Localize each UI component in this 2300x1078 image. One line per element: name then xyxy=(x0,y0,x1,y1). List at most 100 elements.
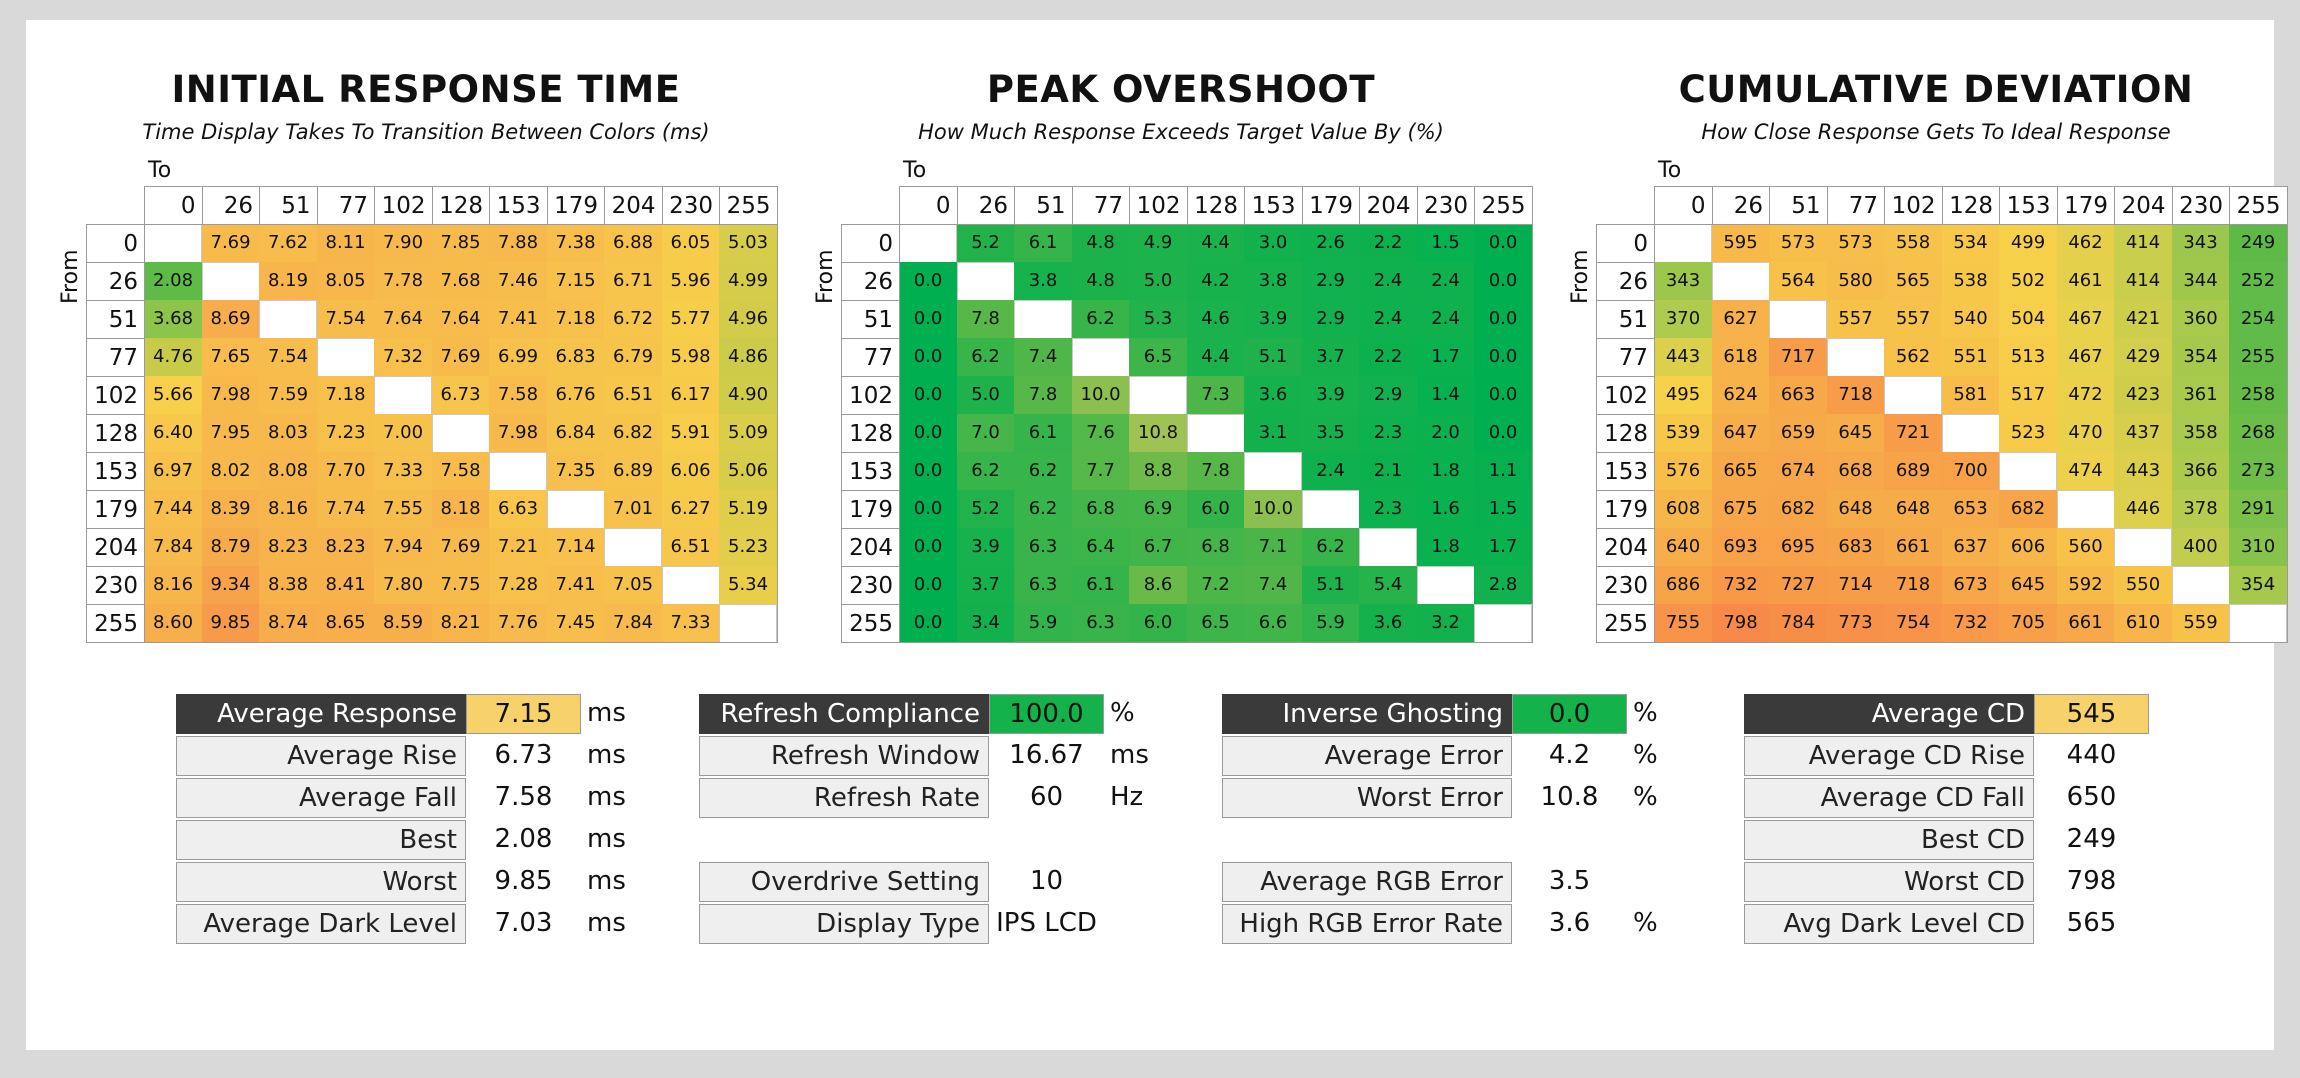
heatmap-cell: 4.2 xyxy=(1186,262,1245,301)
cd-stats-value: 798 xyxy=(2066,866,2117,896)
heatmap-cell: 495 xyxy=(1654,376,1713,415)
heatmap-cell: 344 xyxy=(2171,262,2230,301)
heatmap-cell: 474 xyxy=(2056,452,2115,491)
diagonal-cell xyxy=(604,528,663,567)
heatmap-cell: 6.7 xyxy=(1129,528,1188,567)
heatmap-cell: 421 xyxy=(2114,300,2173,339)
heatmap-cell: 3.2 xyxy=(1416,604,1475,643)
heatmap-cell: 0.0 xyxy=(1474,300,1533,339)
response-stats-value: 7.03 xyxy=(494,908,553,938)
heatmap-cell: 258 xyxy=(2229,376,2288,415)
heatmap-cell: 2.4 xyxy=(1359,300,1418,339)
response-stats-unit: ms xyxy=(587,908,626,938)
diagonal-cell xyxy=(899,224,958,263)
heatmap-cell: 5.9 xyxy=(1014,604,1073,643)
heatmap-cell: 513 xyxy=(1999,338,2058,377)
heatmap-cell: 10.8 xyxy=(1129,414,1188,453)
heatmap-cell: 6.4 xyxy=(1071,528,1130,567)
heatmap-cell: 5.91 xyxy=(661,414,720,453)
heatmap-cell: 2.8 xyxy=(1474,566,1533,605)
heatmap-cell: 7.00 xyxy=(374,414,433,453)
heatmap-cell: 9.85 xyxy=(201,604,260,643)
axis-label-to: To xyxy=(1658,158,1682,183)
row-header: 255 xyxy=(1596,604,1655,643)
panel-subtitle: How Close Response Gets To Ideal Respons… xyxy=(1701,120,2171,144)
heatmap-cell: 592 xyxy=(2056,566,2115,605)
heatmap-cell: 6.73 xyxy=(431,376,490,415)
heatmap-cell: 423 xyxy=(2114,376,2173,415)
heatmap-cell: 674 xyxy=(1769,452,1828,491)
heatmap-cell: 7.69 xyxy=(431,338,490,377)
heatmap-cell: 6.71 xyxy=(604,262,663,301)
diagonal-cell xyxy=(2114,528,2173,567)
heatmap-cell: 360 xyxy=(2171,300,2230,339)
heatmap-cell: 2.4 xyxy=(1416,300,1475,339)
heatmap-cell: 5.23 xyxy=(719,528,778,567)
row-header: 102 xyxy=(1596,376,1655,415)
heatmap-cell: 3.6 xyxy=(1244,376,1303,415)
heatmap-cell: 0.0 xyxy=(899,566,958,605)
heatmap-cell: 8.23 xyxy=(316,528,375,567)
heatmap-cell: 7.41 xyxy=(489,300,548,339)
cd-stats-value: 440 xyxy=(2066,740,2117,770)
diagonal-cell xyxy=(1071,338,1130,377)
heatmap-cell: 1.7 xyxy=(1416,338,1475,377)
heatmap-cell: 700 xyxy=(1941,452,2000,491)
heatmap-cell: 7.05 xyxy=(604,566,663,605)
axis-label-from: From xyxy=(1568,249,1593,304)
heatmap-cell: 354 xyxy=(2229,566,2288,605)
diagonal-cell xyxy=(1416,566,1475,605)
heatmap-cell: 606 xyxy=(1999,528,2058,567)
heatmap-cell: 534 xyxy=(1941,224,2000,263)
cd-stats-value: 650 xyxy=(2066,782,2117,812)
row-header: 0 xyxy=(1596,224,1655,263)
axis-label-to: To xyxy=(903,158,927,183)
heatmap-cell: 7.90 xyxy=(374,224,433,263)
heatmap-cell: 695 xyxy=(1769,528,1828,567)
heatmap-cell: 732 xyxy=(1711,566,1770,605)
refresh-stats-value: IPS LCD xyxy=(996,908,1097,938)
column-header: 128 xyxy=(1186,186,1245,225)
refresh-stats-value: 100.0 xyxy=(989,694,1104,734)
heatmap-cell: 6.1 xyxy=(1014,414,1073,453)
overshoot-stats-unit: % xyxy=(1633,782,1658,812)
column-header: 230 xyxy=(1416,186,1475,225)
heatmap-cell: 0.0 xyxy=(1474,224,1533,263)
heatmap-cell: 6.89 xyxy=(604,452,663,491)
diagonal-cell xyxy=(2229,604,2288,643)
panel-title: INITIAL RESPONSE TIME xyxy=(171,68,681,111)
heatmap-cell: 558 xyxy=(1884,224,1943,263)
overshoot-stats-value: 10.8 xyxy=(1540,782,1599,812)
row-header: 0 xyxy=(86,224,145,263)
heatmap-cell: 6.2 xyxy=(1301,528,1360,567)
heatmap-cell: 5.1 xyxy=(1301,566,1360,605)
heatmap-cell: 624 xyxy=(1711,376,1770,415)
heatmap-cell: 7.80 xyxy=(374,566,433,605)
column-header: 153 xyxy=(1999,186,2058,225)
diagonal-cell xyxy=(719,604,778,643)
overshoot-stats-label: Average RGB Error xyxy=(1222,862,1512,902)
overshoot-stats-unit: % xyxy=(1633,740,1658,770)
heatmap-cell: 443 xyxy=(2114,452,2173,491)
diagonal-cell xyxy=(489,452,548,491)
heatmap-cell: 1.7 xyxy=(1474,528,1533,567)
heatmap-cell: 343 xyxy=(1654,262,1713,301)
heatmap-cell: 249 xyxy=(2229,224,2288,263)
heatmap-cell: 7.8 xyxy=(1014,376,1073,415)
heatmap-cell: 7.6 xyxy=(1071,414,1130,453)
heatmap-cell: 540 xyxy=(1941,300,2000,339)
heatmap-cell: 2.0 xyxy=(1416,414,1475,453)
heatmap-cell: 6.51 xyxy=(661,528,720,567)
heatmap-cell: 7.62 xyxy=(259,224,318,263)
row-header: 153 xyxy=(86,452,145,491)
heatmap-cell: 8.8 xyxy=(1129,452,1188,491)
column-header: 102 xyxy=(1884,186,1943,225)
heatmap-cell: 414 xyxy=(2114,224,2173,263)
heatmap-cell: 718 xyxy=(1884,566,1943,605)
column-header: 0 xyxy=(144,186,203,225)
heatmap-cell: 8.39 xyxy=(201,490,260,529)
row-header: 102 xyxy=(86,376,145,415)
heatmap-cell: 7.33 xyxy=(374,452,433,491)
heatmap-cell: 7.1 xyxy=(1244,528,1303,567)
column-header: 230 xyxy=(2171,186,2230,225)
